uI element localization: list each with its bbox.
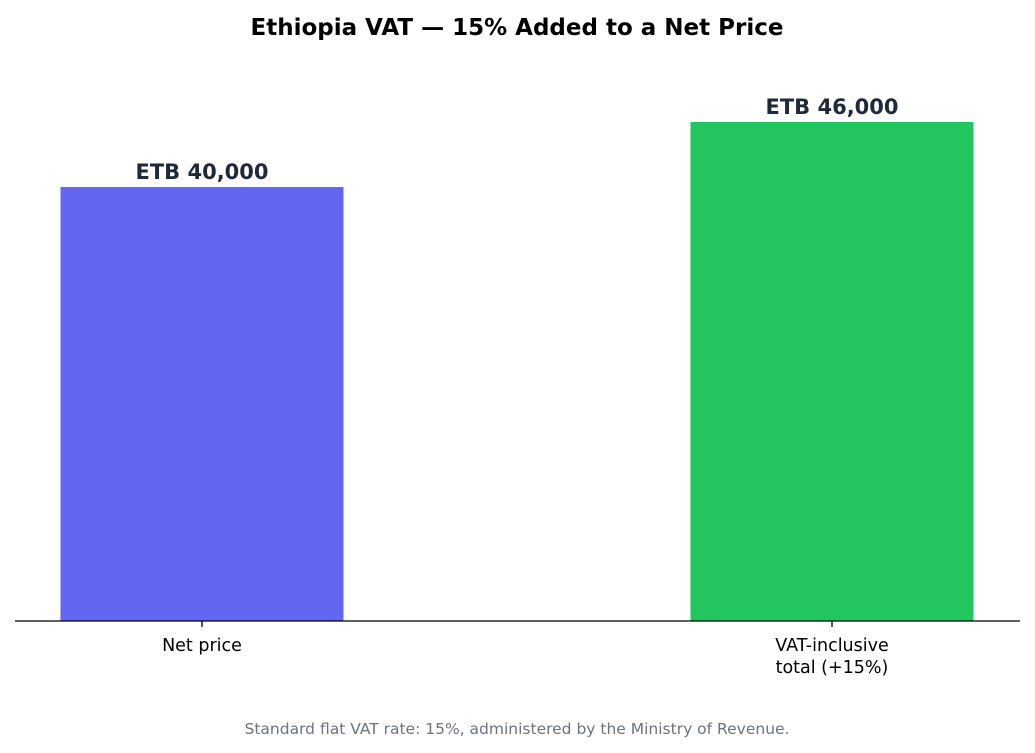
x-tick-label-line: VAT-inclusive bbox=[775, 636, 889, 656]
x-tick-label-line: Net price bbox=[162, 636, 242, 656]
bar-value-label-2: ETB 46,000 bbox=[765, 95, 898, 119]
x-tick-label-2: VAT-inclusive total (+15%) bbox=[775, 636, 889, 678]
bar-1 bbox=[60, 187, 344, 622]
bars-layer: ETB 40,000 ETB 46,000 bbox=[60, 95, 974, 622]
bar-value-label-1: ETB 40,000 bbox=[135, 160, 268, 184]
x-ticks-layer: Net price VAT-inclusive total (+15%) bbox=[162, 621, 889, 678]
x-tick-label-line: total (+15%) bbox=[776, 658, 889, 678]
chart-title: Ethiopia VAT — 15% Added to a Net Price bbox=[251, 15, 784, 41]
x-tick-label-1: Net price bbox=[162, 636, 242, 656]
bar-2 bbox=[690, 121, 974, 622]
chart-footnote: Standard flat VAT rate: 15%, administere… bbox=[245, 720, 790, 738]
